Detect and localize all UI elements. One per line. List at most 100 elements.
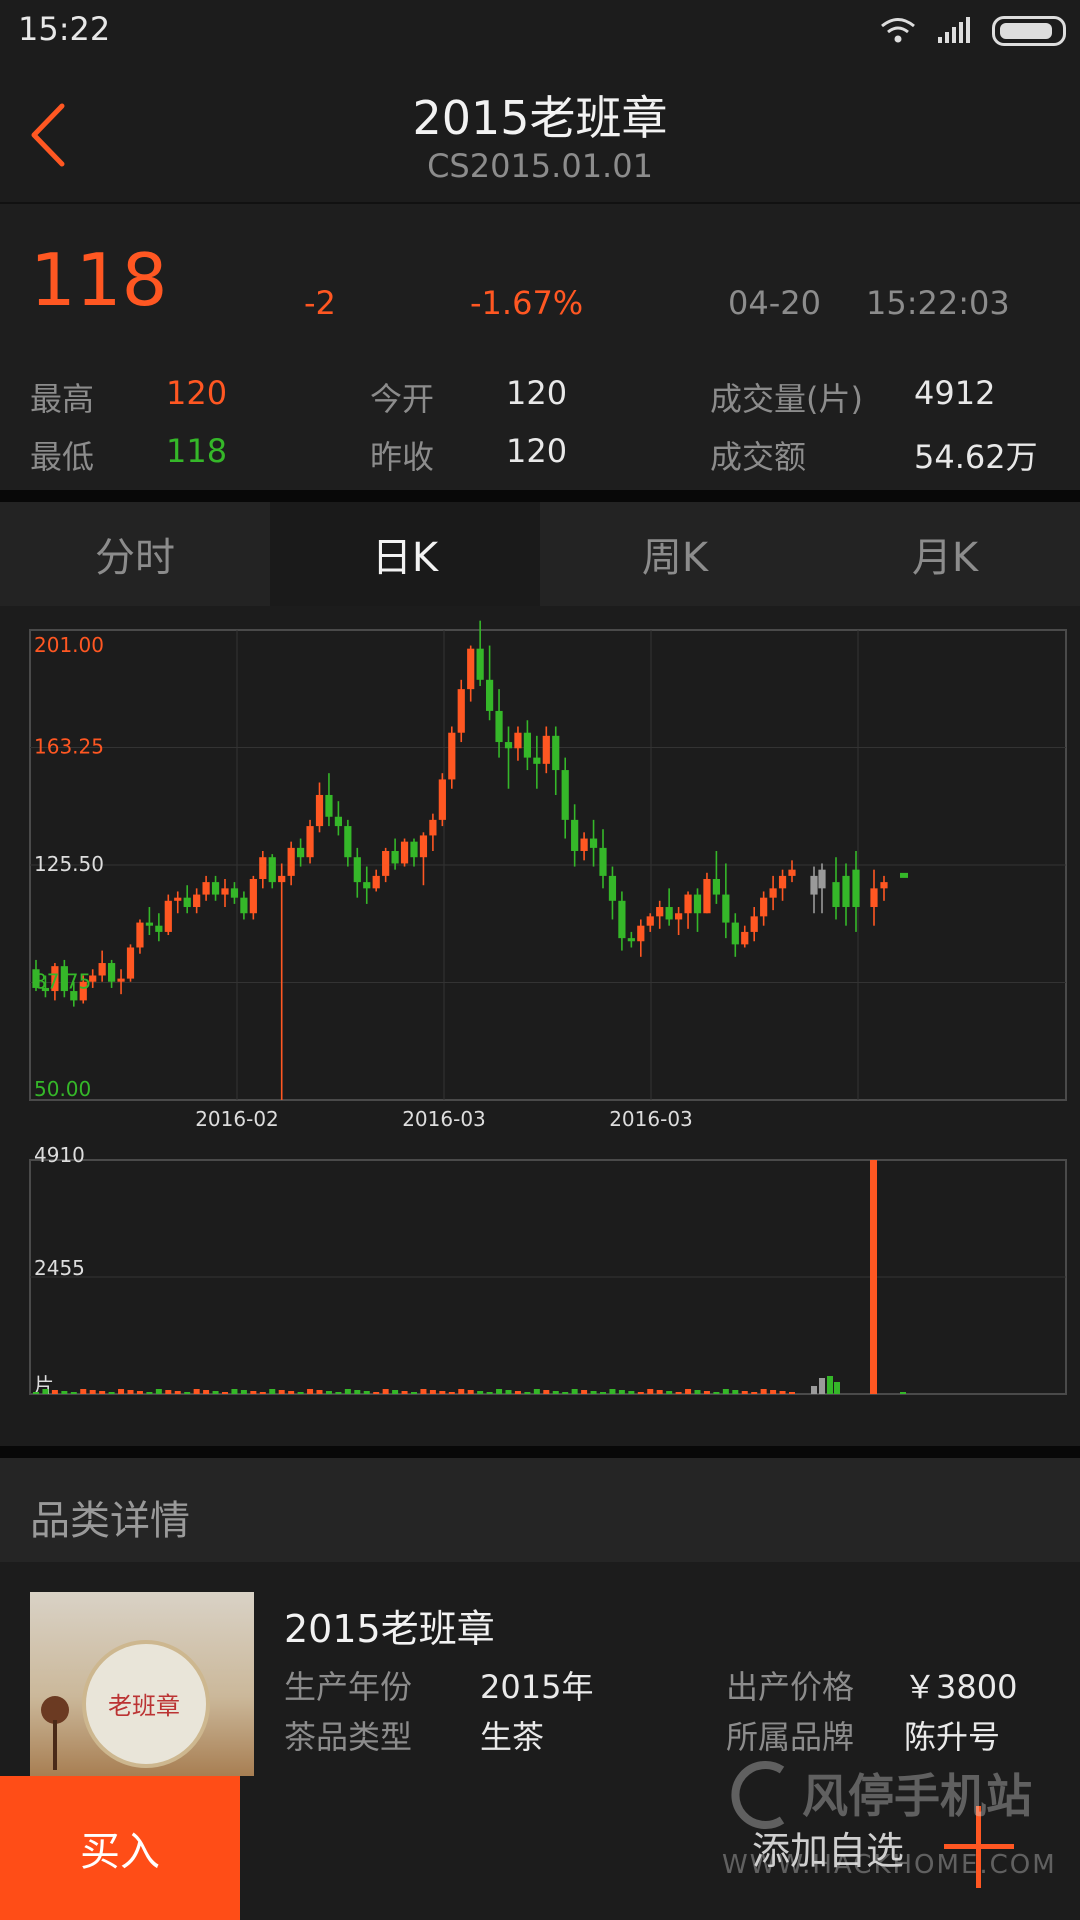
candle-body [79,981,87,1001]
volume-bar [99,1391,106,1394]
volume-bar [685,1389,692,1394]
candle-body [561,770,569,820]
buy-button[interactable]: 买入 [0,1776,240,1920]
chart-area: 201.00 163.25 125.50 87.75 50.00 2016-02 2016-… [0,606,1080,1446]
candle-body [852,869,860,908]
volume-value: 4912 [914,374,996,412]
candle-body [164,900,172,932]
candle-body [448,732,456,780]
add-watchlist-button[interactable]: 添加自选 [752,1829,905,1873]
volume-unit-label: 片 [34,1373,54,1397]
candle-body [750,916,758,932]
volume-bar [524,1392,531,1394]
candle-body [438,779,446,820]
quote-date: 04-20 [728,284,821,322]
price-tick-label: 125.50 [34,852,104,876]
candle-body [618,900,626,939]
candle-body [760,897,768,917]
divider [0,1446,1080,1458]
volume-bar [477,1391,484,1394]
candle-body [145,922,153,926]
candle-body [533,757,541,764]
volume-bar [325,1391,332,1394]
volume-bar [496,1389,503,1394]
volume-bar [448,1392,455,1394]
candle-body [315,794,324,827]
candle-body [306,826,314,858]
volume-bar [269,1389,276,1394]
volume-bar [562,1392,569,1394]
volume-bar [533,1389,540,1394]
price-change-percent: -1.67% [470,284,584,322]
volume-bar [675,1392,682,1394]
candle-body [155,925,163,932]
candle-body [467,648,475,690]
candle-body [297,847,305,858]
candle-body [344,826,352,858]
candlestick-chart[interactable]: 201.00 163.25 125.50 87.75 50.00 2016-02 2016-… [0,606,1080,1446]
volume-bar [789,1392,795,1394]
status-icons [880,14,1066,48]
volume-bar [458,1389,465,1394]
volume-bar [70,1392,77,1394]
volume-bar [108,1392,115,1394]
candle-body [193,894,201,908]
candle-body [117,978,125,982]
price-tick-label: 87.75 [34,970,91,994]
volume-bar [354,1390,361,1394]
volume-bar [429,1390,436,1394]
candle-body [769,888,777,898]
candle-body [32,969,40,988]
candle-body [712,879,720,895]
volume-bar [316,1390,323,1394]
candle-body [268,857,276,883]
candle-body [278,875,286,883]
candle-body [457,689,465,733]
candle-body [202,882,210,895]
volume-bar [656,1390,663,1394]
high-label: 最高 [30,380,95,418]
bonsai-graphic [41,1696,69,1770]
volume-bar [250,1391,257,1394]
volume-bar [344,1389,351,1394]
product-card[interactable]: 老班章 2015老班章 生产年份 2015年 茶品类型 生茶 出产价格 ￥380… [0,1562,1080,1782]
candle-body [211,882,220,895]
volume-bar [297,1392,304,1394]
candle-body [523,732,531,758]
tab-weekly-k[interactable]: 周K [641,535,709,581]
candle-body [504,742,513,749]
back-icon[interactable] [24,100,84,170]
volume-bar [193,1389,200,1394]
candle-body [353,857,361,883]
candle-body [89,975,97,982]
quote-panel: 118 -2 -1.67% 04-20 15:22:03 最高 120 最低 1… [0,204,1080,490]
volume-bar [165,1390,172,1394]
candle-body [334,816,342,827]
volume-bar [713,1392,720,1394]
tab-timeshare[interactable]: 分时 [95,535,175,581]
volume-bar [722,1389,729,1394]
amount-value: 54.62万 [914,438,1038,476]
plus-icon[interactable] [944,1802,1014,1892]
watermark-logo-icon [731,1761,785,1829]
year-label: 生产年份 [284,1668,413,1706]
price-value: ￥3800 [904,1668,1018,1706]
header: 2015老班章 CS2015.01.01 [0,62,1080,204]
candle-body [722,894,730,923]
volume-bar [42,1389,49,1394]
volume-bar [136,1391,143,1394]
volume-bar [307,1389,314,1394]
price-tick-label: 201.00 [34,633,104,657]
tab-daily-k[interactable]: 日K [270,502,540,606]
candle-body [778,875,787,889]
volume-bar [770,1390,777,1394]
candle-body [900,872,908,878]
product-name: 2015老班章 [284,1607,495,1651]
tea-cake-label: 老班章 [108,1692,180,1720]
bottom-bar: 买入 添加自选 风停手机站 WWW.HACKHOME.COM [0,1761,1080,1920]
volume-bar [392,1390,399,1394]
tea-cake-graphic: 老班章 [82,1640,210,1768]
volume-bar [647,1389,654,1394]
candle-body [174,897,182,901]
tab-monthly-k[interactable]: 月K [911,535,979,581]
